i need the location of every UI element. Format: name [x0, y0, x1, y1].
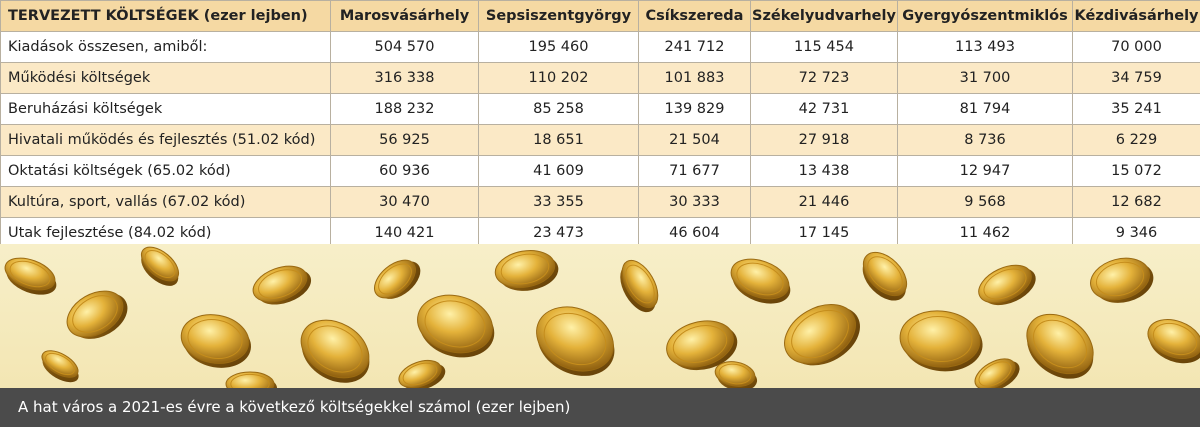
coin [140, 246, 180, 286]
table-cell: 34 759 [1072, 62, 1200, 94]
coin [978, 264, 1036, 306]
table-row: Kiadások összesen, amiből: 504 570 195 460… [0, 31, 1200, 63]
table-cell: 241 712 [638, 31, 751, 63]
table-cell: 72 723 [750, 62, 898, 94]
coin [225, 371, 277, 388]
table-cell: 60 936 [330, 155, 479, 187]
coin [862, 251, 908, 301]
column-header: Sepsiszentgyörgy [478, 0, 639, 32]
table-cell: 30 333 [638, 186, 751, 218]
row-label: Beruházási költségek [0, 93, 331, 125]
table-cell: 15 072 [1072, 155, 1200, 187]
table-cell: 9 346 [1072, 217, 1200, 249]
table-cell: 56 925 [330, 124, 479, 156]
table-cell: 46 604 [638, 217, 751, 249]
table-row: Oktatási költségek (65.02 kód) 60 936 41 6… [0, 155, 1200, 187]
coins-svg [4, 246, 1200, 388]
row-label: Kiadások összesen, amiből: [0, 31, 331, 63]
coin [620, 259, 659, 313]
coin [398, 359, 446, 388]
table-cell: 12 682 [1072, 186, 1200, 218]
coin [666, 320, 738, 371]
table-cell: 85 258 [478, 93, 639, 125]
table-body: Kiadások összesen, amiből: 504 570 195 460… [0, 31, 1200, 249]
table-cell: 13 438 [750, 155, 898, 187]
table-cell: 115 454 [750, 31, 898, 63]
table-cell: 33 355 [478, 186, 639, 218]
coin [66, 290, 128, 339]
column-header: Marosvásárhely [330, 0, 479, 32]
row-label: Működési költségek [0, 62, 331, 94]
coin [374, 259, 421, 299]
row-label: Utak fejlesztése (84.02 kód) [0, 217, 331, 249]
coin [899, 310, 983, 372]
coin [536, 306, 615, 376]
coin [41, 350, 79, 383]
table-cell: 35 241 [1072, 93, 1200, 125]
table-cell: 31 700 [897, 62, 1073, 94]
table-cell: 188 232 [330, 93, 479, 125]
table-cell: 30 470 [330, 186, 479, 218]
coin [784, 304, 860, 366]
table-cell: 70 000 [1072, 31, 1200, 63]
table-cell: 9 568 [897, 186, 1073, 218]
table-cell: 17 145 [750, 217, 898, 249]
coin [252, 265, 312, 305]
table-cell: 195 460 [478, 31, 639, 63]
coin [4, 257, 57, 295]
table-cell: 8 736 [897, 124, 1073, 156]
coin [1090, 257, 1154, 303]
row-label: Hivatali működés és fejlesztés (51.02 kó… [0, 124, 331, 156]
budget-table: TERVEZETT KÖLTSÉGEK (ezer lejben) Marosv… [0, 0, 1200, 249]
column-header: Kézdivásárhely [1072, 0, 1200, 32]
coin [417, 294, 495, 358]
table-cell: 139 829 [638, 93, 751, 125]
coin [974, 358, 1020, 388]
table-cell: 41 609 [478, 155, 639, 187]
coin [180, 314, 252, 368]
coin [714, 361, 758, 388]
coins-illustration [0, 244, 1200, 388]
table-cell: 27 918 [750, 124, 898, 156]
table-title: TERVEZETT KÖLTSÉGEK (ezer lejben) [0, 0, 331, 32]
table-cell: 21 504 [638, 124, 751, 156]
column-header: Gyergyószentmiklós [897, 0, 1073, 32]
column-header: Csíkszereda [638, 0, 751, 32]
coin [1026, 313, 1094, 379]
table-row: Működési költségek 316 338 110 202 101 883 7… [0, 62, 1200, 94]
table-cell: 101 883 [638, 62, 751, 94]
column-header: Székelyudvarhely [750, 0, 898, 32]
row-label: Oktatási költségek (65.02 kód) [0, 155, 331, 187]
table-cell: 21 446 [750, 186, 898, 218]
caption: A hat város a 2021-es évre a következő k… [0, 388, 1200, 427]
table-cell: 6 229 [1072, 124, 1200, 156]
table-row: Hivatali működés és fejlesztés (51.02 kó… [0, 124, 1200, 156]
table-cell: 316 338 [330, 62, 479, 94]
table-row: Kultúra, sport, vallás (67.02 kód) 30 470… [0, 186, 1200, 218]
table-cell: 11 462 [897, 217, 1073, 249]
coin [730, 258, 791, 304]
table-cell: 12 947 [897, 155, 1073, 187]
table-cell: 18 651 [478, 124, 639, 156]
coin [300, 319, 370, 383]
coin [1147, 319, 1200, 364]
table-cell: 110 202 [478, 62, 639, 94]
table-cell: 42 731 [750, 93, 898, 125]
table-cell: 71 677 [638, 155, 751, 187]
header-row: TERVEZETT KÖLTSÉGEK (ezer lejben) Marosv… [0, 0, 1200, 32]
table-cell: 81 794 [897, 93, 1073, 125]
row-label: Kultúra, sport, vallás (67.02 kód) [0, 186, 331, 218]
coin [494, 250, 559, 291]
table-row: Utak fejlesztése (84.02 kód) 140 421 23 47… [0, 217, 1200, 249]
table-cell: 113 493 [897, 31, 1073, 63]
table-row: Beruházási költségek 188 232 85 258 139 829… [0, 93, 1200, 125]
table-cell: 504 570 [330, 31, 479, 63]
